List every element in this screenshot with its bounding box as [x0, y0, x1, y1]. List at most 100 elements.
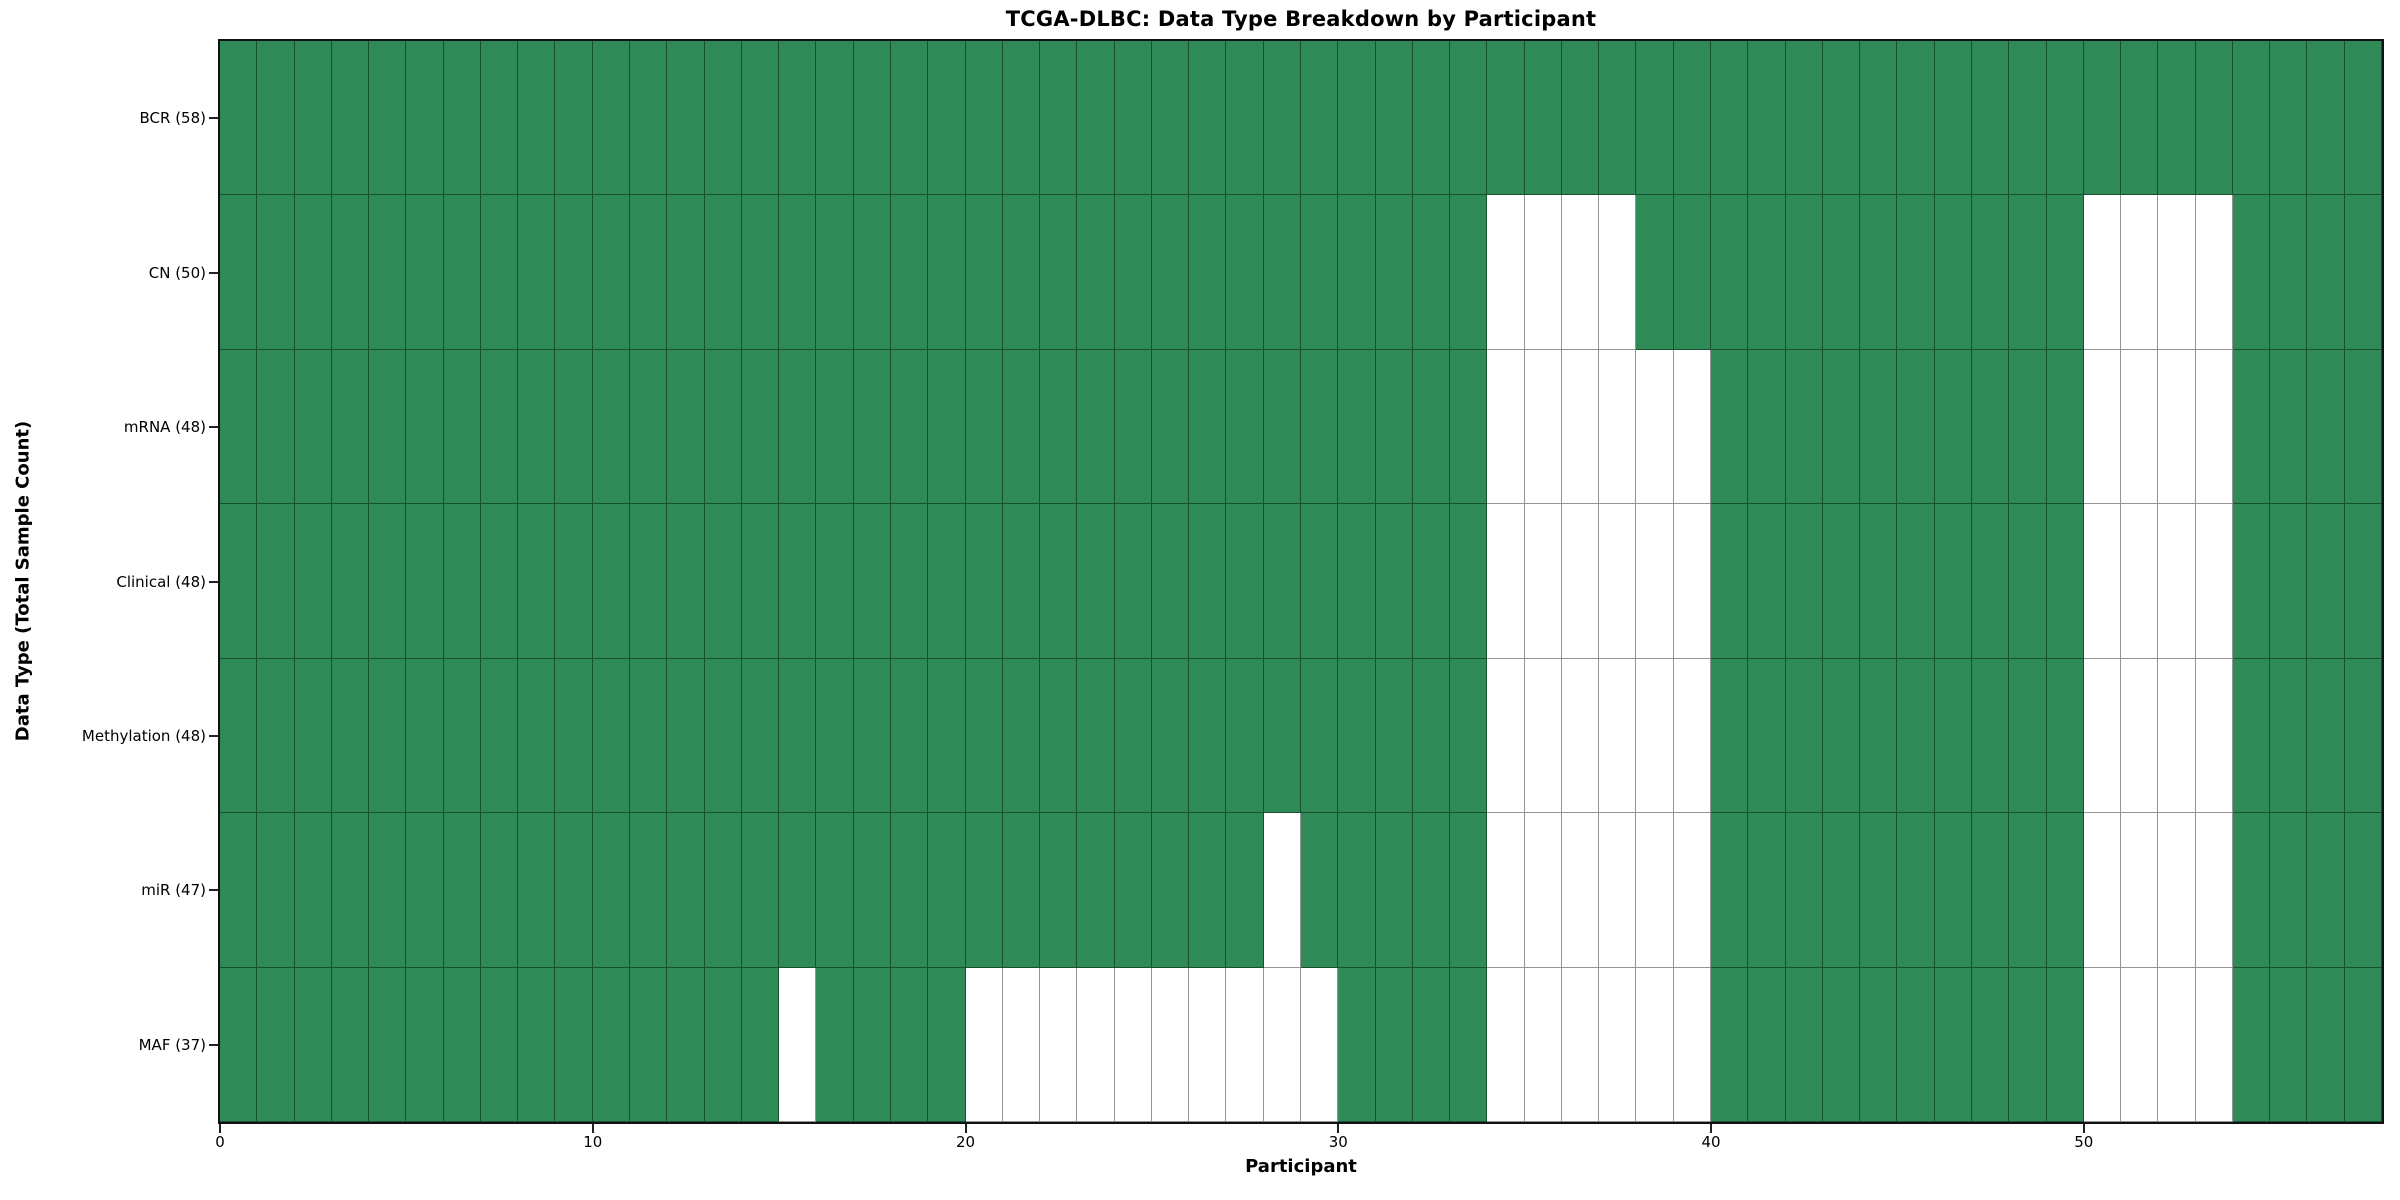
heatmap-cell-miR-52: [2158, 813, 2196, 968]
heatmap-cell-MAF-0: [220, 967, 258, 1122]
heatmap-cell-BCR-33: [1450, 41, 1488, 196]
heatmap-cell-MAF-35: [1524, 967, 1562, 1122]
heatmap-cell-mRNA-38: [1636, 349, 1674, 505]
heatmap-cell-Clinical-48: [2009, 504, 2047, 659]
heatmap-cell-MAF-51: [2121, 967, 2159, 1122]
heatmap-cell-miR-43: [1822, 813, 1861, 968]
heatmap-cell-miR-2: [294, 813, 332, 968]
heatmap-cell-BCR-21: [1002, 41, 1041, 196]
heatmap-cell-Methylation-14: [741, 658, 780, 814]
heatmap-cell-miR-30: [1338, 813, 1376, 968]
heatmap-cell-CN-46: [1934, 195, 1972, 350]
heatmap-cell-BCR-36: [1561, 41, 1600, 196]
heatmap-cell-mRNA-11: [630, 349, 668, 505]
heatmap-cell-Methylation-10: [592, 658, 631, 814]
heatmap-cell-CN-19: [928, 195, 966, 350]
heatmap-cell-BCR-16: [816, 41, 854, 196]
y-axis-category-label-miR: miR (47): [141, 881, 206, 900]
heatmap-cell-Clinical-57: [2344, 504, 2382, 659]
heatmap-cell-CN-56: [2307, 195, 2345, 350]
heatmap-cell-BCR-52: [2158, 41, 2196, 196]
heatmap-cell-miR-11: [630, 813, 668, 968]
heatmap-cell-Clinical-3: [331, 504, 370, 659]
heatmap-cell-Methylation-20: [965, 658, 1003, 814]
heatmap-cell-Clinical-29: [1301, 504, 1339, 659]
heatmap-cell-MAF-48: [2009, 967, 2047, 1122]
heatmap-cell-CN-2: [294, 195, 332, 350]
x-axis-tick-label-20: 20: [955, 1133, 976, 1151]
heatmap-cell-mRNA-2: [294, 349, 332, 505]
heatmap-cell-BCR-25: [1151, 41, 1190, 196]
heatmap-cell-MAF-36: [1561, 967, 1600, 1122]
heatmap-cell-mRNA-53: [2195, 349, 2233, 505]
heatmap-cell-MAF-40: [1711, 967, 1749, 1122]
heatmap-cell-BCR-12: [667, 41, 705, 196]
heatmap-cell-CN-21: [1002, 195, 1041, 350]
heatmap-cell-Methylation-2: [294, 658, 332, 814]
heatmap-cell-mRNA-4: [369, 349, 407, 505]
heatmap-cell-Clinical-36: [1561, 504, 1600, 659]
heatmap-cell-BCR-19: [928, 41, 966, 196]
heatmap-cell-BCR-6: [443, 41, 481, 196]
heatmap-cell-MAF-33: [1450, 967, 1488, 1122]
heatmap-cell-Methylation-27: [1226, 658, 1264, 814]
heatmap-cell-Methylation-31: [1375, 658, 1413, 814]
heatmap-cell-miR-25: [1151, 813, 1190, 968]
heatmap-cell-CN-9: [555, 195, 593, 350]
heatmap-cell-CN-52: [2158, 195, 2196, 350]
heatmap-cell-Clinical-22: [1040, 504, 1078, 659]
heatmap-cell-miR-35: [1524, 813, 1562, 968]
heatmap-cell-BCR-27: [1226, 41, 1264, 196]
heatmap-cell-miR-34: [1487, 813, 1525, 968]
heatmap-cell-mRNA-40: [1711, 349, 1749, 505]
heatmap-cell-BCR-56: [2307, 41, 2345, 196]
heatmap-cell-MAF-3: [331, 967, 370, 1122]
heatmap-cell-MAF-2: [294, 967, 332, 1122]
heatmap-cell-MAF-11: [630, 967, 668, 1122]
heatmap-cell-MAF-12: [667, 967, 705, 1122]
heatmap-cell-BCR-40: [1711, 41, 1749, 196]
heatmap-cell-Methylation-22: [1040, 658, 1078, 814]
heatmap-cell-MAF-55: [2270, 967, 2308, 1122]
heatmap-cell-Clinical-12: [667, 504, 705, 659]
heatmap-cell-Clinical-17: [853, 504, 891, 659]
heatmap-cell-mRNA-57: [2344, 349, 2382, 505]
heatmap-cell-miR-6: [443, 813, 481, 968]
heatmap-cell-MAF-27: [1226, 967, 1264, 1122]
heatmap-cell-miR-3: [331, 813, 370, 968]
heatmap-cell-Clinical-42: [1785, 504, 1823, 659]
heatmap-cell-CN-44: [1860, 195, 1898, 350]
heatmap-cell-Methylation-49: [2046, 658, 2084, 814]
heatmap-cell-mRNA-14: [741, 349, 780, 505]
heatmap-cell-Methylation-26: [1189, 658, 1227, 814]
heatmap-cell-Clinical-1: [257, 504, 295, 659]
heatmap-cell-BCR-50: [2083, 41, 2122, 196]
heatmap-cell-CN-31: [1375, 195, 1413, 350]
x-axis-tick-label-0: 0: [215, 1133, 225, 1151]
heatmap-cell-CN-43: [1822, 195, 1861, 350]
heatmap-cell-BCR-29: [1301, 41, 1339, 196]
heatmap-cell-mRNA-30: [1338, 349, 1376, 505]
heatmap-cell-Methylation-13: [704, 658, 742, 814]
heatmap-cell-Clinical-24: [1114, 504, 1152, 659]
heatmap-cell-mRNA-28: [1263, 349, 1301, 505]
y-axis-label: Data Type (Total Sample Count): [12, 420, 34, 742]
heatmap-cell-miR-36: [1561, 813, 1600, 968]
heatmap-cell-CN-11: [630, 195, 668, 350]
heatmap-cell-BCR-32: [1412, 41, 1451, 196]
heatmap-cell-Methylation-42: [1785, 658, 1823, 814]
heatmap-cell-MAF-52: [2158, 967, 2196, 1122]
heatmap-cell-CN-41: [1748, 195, 1786, 350]
heatmap-cell-CN-38: [1636, 195, 1674, 350]
heatmap-grid: [220, 41, 2382, 1122]
heatmap-cell-mRNA-21: [1002, 349, 1041, 505]
heatmap-cell-Methylation-21: [1002, 658, 1041, 814]
heatmap-cell-CN-47: [1971, 195, 2010, 350]
y-axis-tick-mark: [209, 1043, 218, 1046]
heatmap-cell-mRNA-43: [1822, 349, 1861, 505]
heatmap-cell-BCR-39: [1673, 41, 1712, 196]
heatmap-cell-CN-42: [1785, 195, 1823, 350]
heatmap-cell-MAF-32: [1412, 967, 1451, 1122]
heatmap-cell-CN-20: [965, 195, 1003, 350]
heatmap-cell-Clinical-15: [779, 504, 817, 659]
